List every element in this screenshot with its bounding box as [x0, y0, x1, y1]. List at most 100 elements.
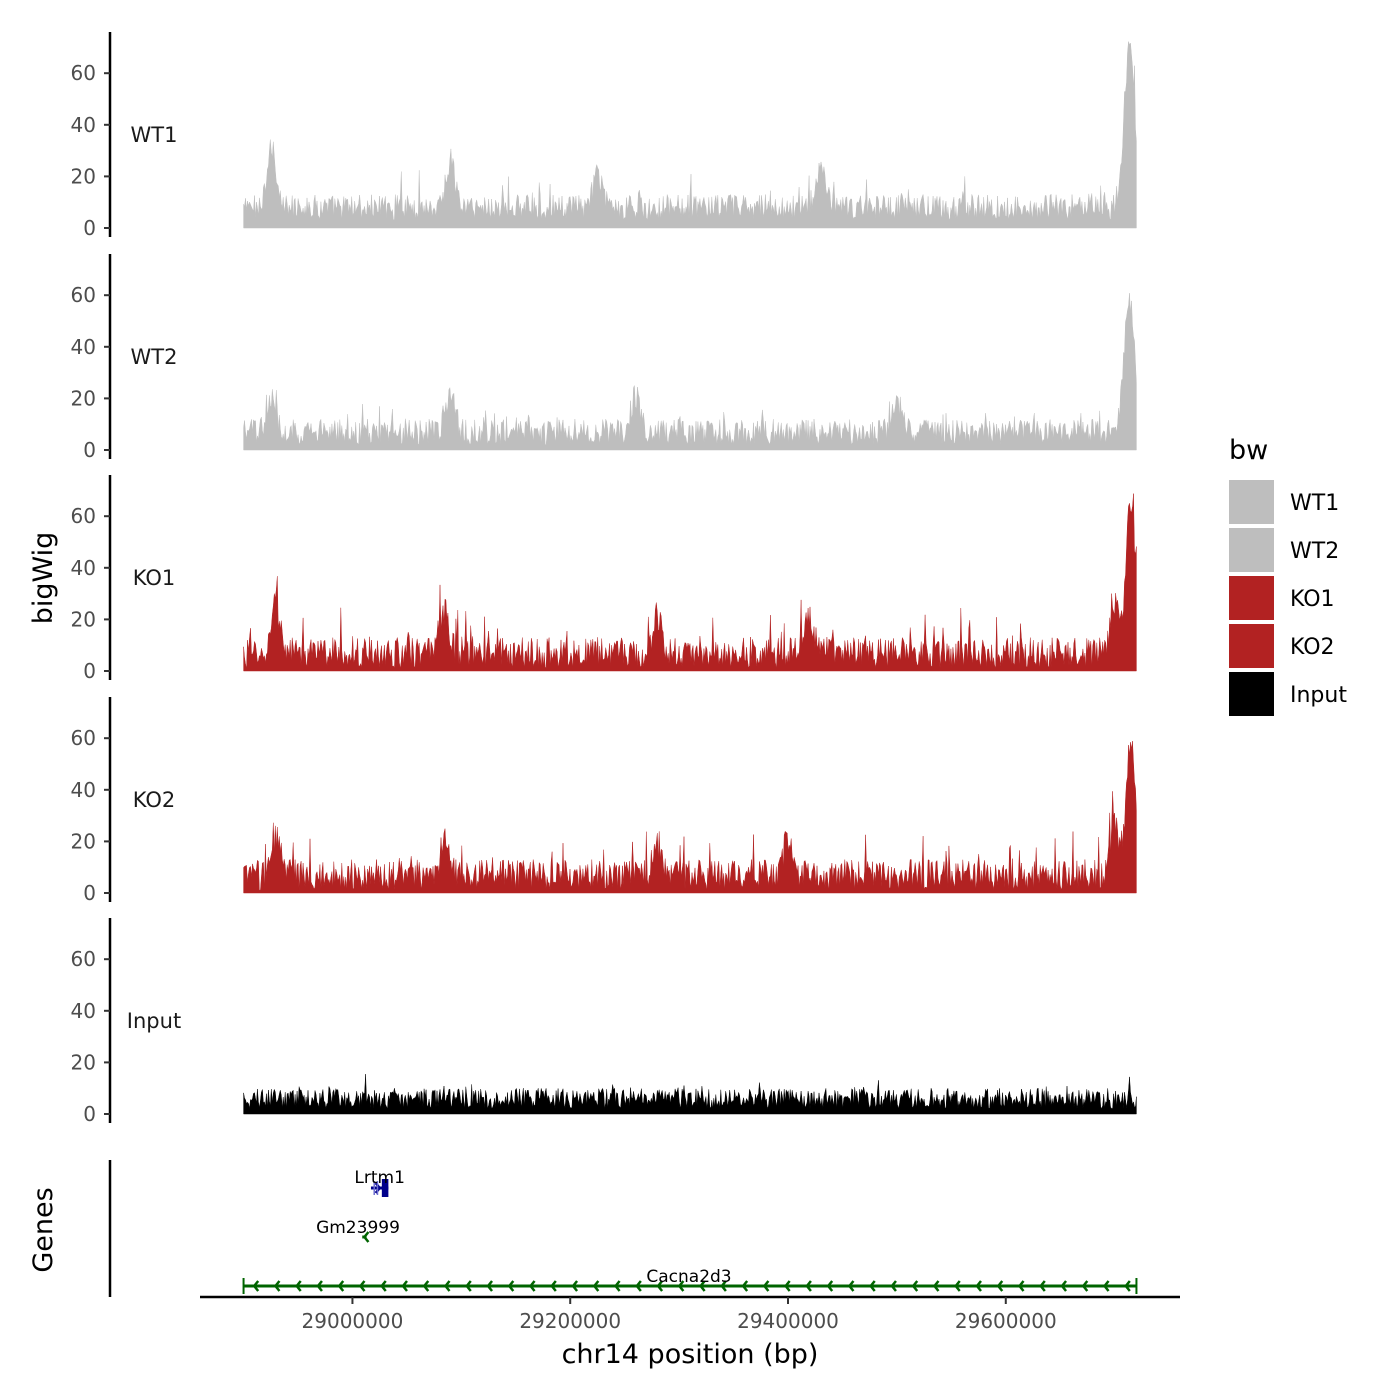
strand-arrow: [358, 1280, 366, 1292]
y-tick-label: 40: [71, 999, 96, 1023]
y-tick-label: 40: [71, 556, 96, 580]
strand-arrow: [316, 1280, 323, 1292]
strand-arrow: [826, 1280, 834, 1292]
legend-swatch: [1229, 624, 1274, 668]
strand-arrow: [528, 1280, 536, 1292]
track-input: 0 20 40 60 Input: [71, 918, 1137, 1126]
y-tick-label: 60: [71, 947, 96, 971]
strand-arrow: [1039, 1280, 1046, 1292]
signal-tracks: 0 20 40 60 WT1 0 20 40 60 WT2 0 20 40 60 KO1 0 20 40 60 KO2…: [71, 32, 1137, 1126]
gene-cacna2d3: Cacna2d3: [242, 1267, 1138, 1294]
x-tick-label: 29000000: [302, 1309, 404, 1333]
strand-arrow: [762, 1280, 770, 1292]
strand-arrow: [932, 1280, 940, 1292]
legend-item-wt2: WT2: [1229, 528, 1339, 572]
strand-arrow: [380, 1280, 387, 1292]
strand-arrow: [1017, 1280, 1025, 1292]
x-tick-label: 29400000: [737, 1309, 839, 1333]
strand-arrow: [550, 1280, 557, 1292]
strand-arrow: [337, 1280, 345, 1292]
track-ko1: 0 20 40 60 KO1: [71, 475, 1137, 683]
legend-item-input: Input: [1229, 672, 1347, 716]
legend-label: WT1: [1290, 491, 1339, 516]
legend-item-ko2: KO2: [1229, 624, 1335, 668]
gene-label: Lrtm1: [354, 1168, 405, 1188]
legend-item-ko1: KO1: [1229, 576, 1335, 620]
strand-arrow: [635, 1280, 642, 1292]
gene-label: Cacna2d3: [646, 1267, 731, 1287]
signal-area-wt1: [243, 41, 1137, 229]
x-tick-label: 29600000: [955, 1309, 1057, 1333]
strand-arrow: [720, 1280, 727, 1292]
signal-area-input: [243, 1074, 1137, 1115]
signal-area-wt2: [243, 293, 1137, 451]
strand-arrow: [592, 1280, 600, 1292]
legend-item-wt1: WT1: [1229, 480, 1339, 524]
legend-label: KO1: [1290, 587, 1335, 612]
strand-arrow: [401, 1280, 408, 1292]
strand-arrow: [252, 1280, 260, 1292]
y-tick-label: 0: [83, 438, 96, 462]
gene-gm23999: Gm23999: [316, 1218, 400, 1243]
strand-arrow: [911, 1280, 919, 1292]
x-axis: 29000000 29200000 29400000 29600000: [200, 1295, 1180, 1333]
genes-axis-title: Genes: [28, 1187, 59, 1272]
track-wt1: 0 20 40 60 WT1: [71, 32, 1137, 240]
y-tick-label: 20: [71, 607, 96, 631]
legend-title: bw: [1229, 435, 1268, 466]
track-label: WT2: [131, 345, 178, 369]
y-tick-label: 20: [71, 1050, 96, 1074]
track-label: KO2: [133, 788, 176, 812]
strand-arrow: [486, 1280, 494, 1292]
strand-arrow: [1081, 1280, 1089, 1292]
track-label: WT1: [131, 123, 178, 147]
strand-arrow: [507, 1280, 515, 1292]
y-tick-label: 0: [83, 1102, 96, 1126]
y-tick-label: 40: [71, 113, 96, 137]
strand-arrow: [273, 1280, 281, 1292]
y-tick-label: 20: [71, 164, 96, 188]
legend-label: WT2: [1290, 539, 1339, 564]
strand-arrow: [656, 1280, 664, 1292]
strand-arrow: [996, 1280, 1004, 1292]
track-ko2: 0 20 40 60 KO2: [71, 697, 1137, 905]
x-axis-title: chr14 position (bp): [562, 1339, 819, 1370]
y-tick-label: 20: [71, 386, 96, 410]
y-tick-label: 60: [71, 283, 96, 307]
y-tick-label: 0: [83, 881, 96, 905]
y-axis-title: bigWig: [28, 532, 59, 625]
strand-arrow: [1124, 1280, 1131, 1292]
y-tick-label: 60: [71, 61, 96, 85]
x-tick-label: 29200000: [519, 1309, 621, 1333]
legend: bw WT1 WT2 KO1 KO2 Input: [1229, 435, 1347, 716]
track-label: Input: [127, 1009, 181, 1033]
legend-label: Input: [1290, 683, 1347, 708]
strand-arrow: [741, 1280, 749, 1292]
y-tick-label: 40: [71, 778, 96, 802]
legend-swatch: [1229, 480, 1274, 524]
strand-arrow: [1102, 1280, 1110, 1292]
y-tick-label: 0: [83, 659, 96, 683]
y-tick-label: 60: [71, 504, 96, 528]
strand-arrow: [571, 1280, 579, 1292]
gene-panel: Lrtm1 Gm23999 Cacna2d3: [108, 1160, 1138, 1297]
strand-arrow: [890, 1280, 897, 1292]
y-tick-label: 0: [83, 216, 96, 240]
strand-arrow: [422, 1280, 430, 1292]
gene-label: Gm23999: [316, 1218, 400, 1238]
legend-label: KO2: [1290, 635, 1335, 660]
legend-swatch: [1229, 528, 1274, 572]
track-wt2: 0 20 40 60 WT2: [71, 254, 1137, 462]
y-tick-label: 40: [71, 335, 96, 359]
strand-arrow: [869, 1280, 876, 1292]
strand-arrow: [1060, 1280, 1068, 1292]
strand-arrow: [784, 1280, 791, 1292]
y-tick-label: 60: [71, 726, 96, 750]
strand-arrow: [677, 1280, 685, 1292]
strand-arrow: [954, 1280, 961, 1292]
strand-arrow: [847, 1280, 855, 1292]
legend-swatch: [1229, 576, 1274, 620]
strand-arrow: [465, 1280, 472, 1292]
